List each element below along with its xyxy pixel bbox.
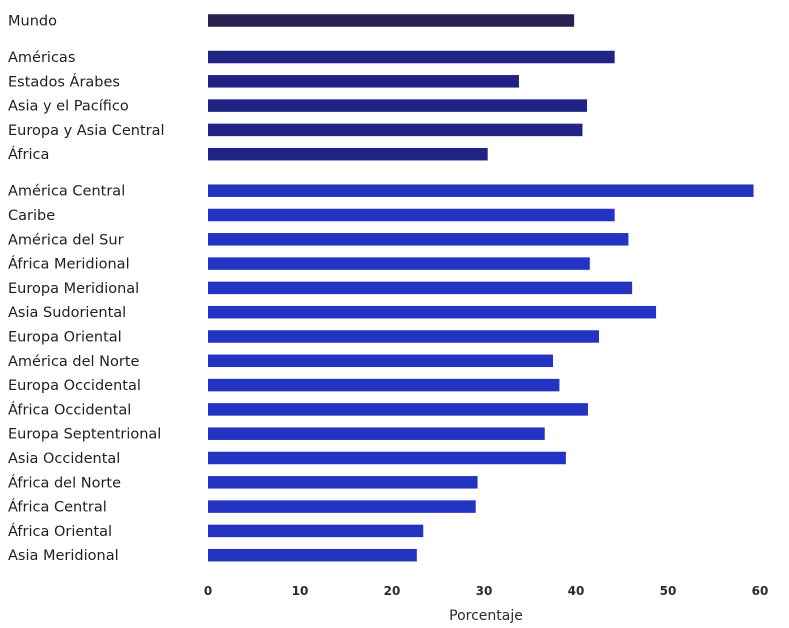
bars-layer (208, 14, 754, 562)
bar-america-central (208, 184, 754, 197)
bar-estados-arabes (208, 75, 519, 88)
category-label-america-del-norte: América del Norte (8, 354, 140, 370)
bar-africa-occidental (208, 403, 588, 416)
category-label-europa-meridional: Europa Meridional (8, 281, 139, 297)
bar-america-del-sur (208, 233, 629, 246)
bar-europa-meridional (208, 281, 633, 295)
category-label-mundo: Mundo (8, 14, 57, 30)
category-label-europa-oriental: Europa Oriental (8, 330, 122, 346)
bar-caribe (208, 208, 615, 222)
bar-europa-septentrional (208, 427, 545, 440)
bar-asia-y-el-pacifico (208, 99, 588, 112)
x-tick-label: 20 (384, 584, 401, 598)
x-tick-label: 10 (292, 584, 309, 598)
x-axis-ticks: 0 10 20 30 40 50 60 (204, 584, 769, 598)
bar-africa (208, 147, 488, 161)
category-label-americas: Américas (8, 50, 75, 66)
x-axis-title: Porcentaje (449, 608, 523, 624)
category-label-europa-septentrional: Europa Septentrional (8, 427, 161, 443)
bar-mundo (208, 14, 575, 27)
bar-africa-oriental (208, 524, 424, 538)
category-label-africa-occidental: África Occidental (8, 401, 131, 418)
category-label-africa-del-norte: África del Norte (8, 474, 121, 491)
bar-europa-oriental (208, 330, 599, 343)
bar-africa-meridional (208, 257, 590, 270)
x-tick-label: 30 (476, 584, 493, 598)
bar-africa-central (208, 500, 476, 513)
category-label-africa-oriental: África Oriental (8, 523, 112, 540)
bar-asia-occidental (208, 451, 566, 465)
bar-africa-del-norte (208, 476, 478, 489)
bar-asia-meridional (208, 548, 417, 562)
category-label-asia-y-el-pacifico: Asia y el Pacífico (8, 99, 129, 115)
category-label-africa-central: África Central (8, 499, 107, 516)
x-tick-label: 40 (568, 584, 585, 598)
x-tick-label: 0 (204, 584, 212, 598)
bar-america-del-norte (208, 354, 553, 368)
x-tick-label: 60 (752, 584, 769, 598)
category-label-europa-occidental: Europa Occidental (8, 378, 141, 394)
category-label-asia-sudoriental: Asia Sudoriental (8, 305, 126, 321)
bar-asia-sudoriental (208, 305, 657, 319)
bar-americas (208, 50, 615, 64)
category-label-asia-meridional: Asia Meridional (8, 548, 119, 564)
category-label-africa: África (8, 146, 49, 163)
category-label-europa-y-asia-central: Europa y Asia Central (8, 123, 165, 139)
category-label-america-central: América Central (8, 184, 125, 200)
category-label-america-del-sur: América del Sur (8, 232, 124, 248)
category-labels: Mundo Américas Estados Árabes Asia y el Pac… (8, 14, 165, 565)
category-label-estados-arabes: Estados Árabes (8, 73, 120, 90)
bar-europa-occidental (208, 378, 560, 392)
category-label-caribe: Caribe (8, 208, 55, 224)
category-label-africa-meridional: África Meridional (8, 256, 130, 273)
category-label-asia-occidental: Asia Occidental (8, 451, 120, 467)
bar-europa-y-asia-central (208, 123, 583, 137)
x-tick-label: 50 (660, 584, 677, 598)
